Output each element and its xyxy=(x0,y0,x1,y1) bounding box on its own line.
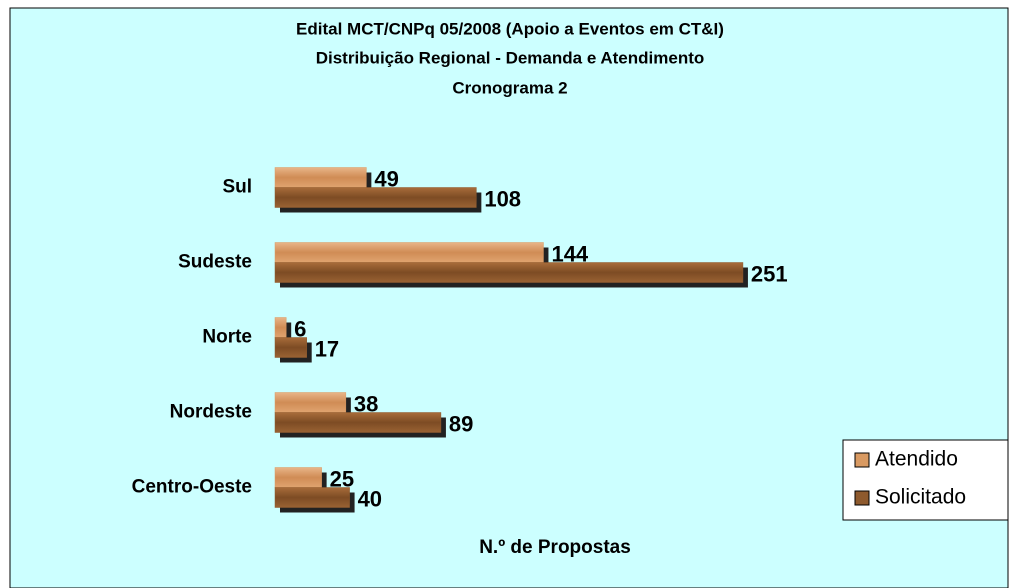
legend-swatch xyxy=(854,490,870,506)
data-label: 49 xyxy=(374,166,398,191)
bar xyxy=(274,392,347,413)
legend-swatch xyxy=(854,452,870,468)
data-label: 108 xyxy=(484,186,521,211)
legend-label: Solicitado xyxy=(875,486,966,509)
data-label: 40 xyxy=(358,486,382,511)
bar xyxy=(274,317,287,338)
data-label: 25 xyxy=(330,466,354,491)
bar xyxy=(274,187,477,208)
data-label: 89 xyxy=(449,411,473,436)
legend-label: Atendido xyxy=(875,448,958,471)
bar xyxy=(274,242,544,263)
chart-subtitle: Cronograma 2 xyxy=(452,78,567,97)
y-tick-label: Norte xyxy=(202,327,252,348)
bar xyxy=(274,262,744,283)
bar xyxy=(274,412,442,433)
data-label: 6 xyxy=(294,316,306,341)
data-label: 144 xyxy=(551,241,588,266)
y-tick-label: Sul xyxy=(222,177,252,198)
data-label: 17 xyxy=(315,336,339,361)
chart-title: Edital MCT/CNPq 05/2008 (Apoio a Eventos… xyxy=(296,19,724,38)
y-tick-label: Centro-Oeste xyxy=(132,477,252,498)
x-axis-label: N.º de Propostas xyxy=(479,537,631,558)
data-label: 38 xyxy=(354,391,378,416)
chart-subtitle: Distribuição Regional - Demanda e Atendi… xyxy=(316,48,705,67)
legend-box xyxy=(842,439,1009,521)
data-label: 251 xyxy=(751,261,788,286)
y-tick-label: Nordeste xyxy=(170,402,252,423)
chart-background xyxy=(9,7,1009,588)
bar xyxy=(274,337,307,358)
bar xyxy=(274,487,350,508)
bar xyxy=(274,167,367,188)
bar xyxy=(274,467,322,488)
y-tick-label: Sudeste xyxy=(178,252,252,273)
